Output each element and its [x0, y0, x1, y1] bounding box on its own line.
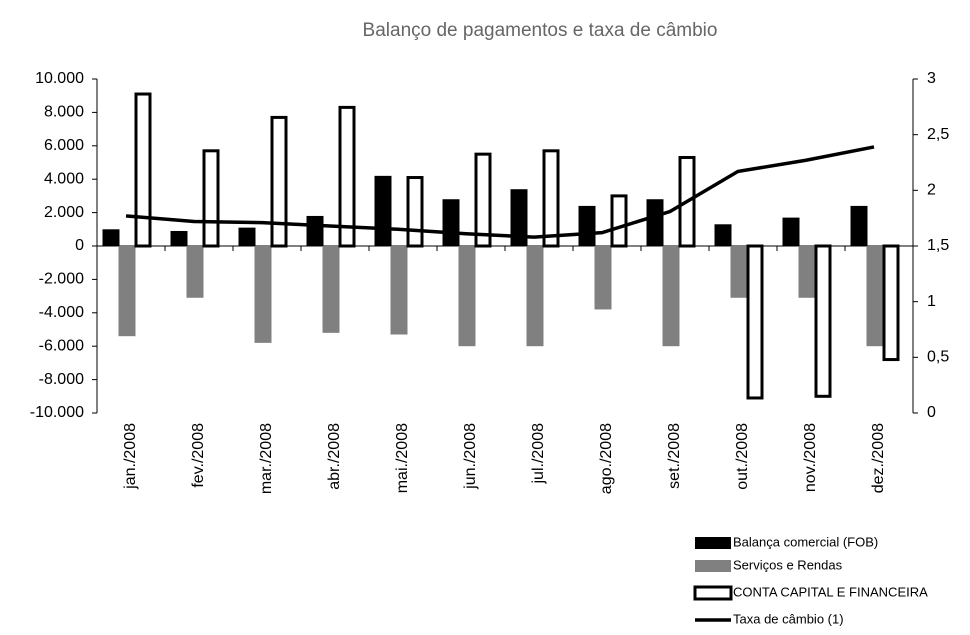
- y2-tick-label: 1: [927, 293, 936, 310]
- bar: [338, 105, 356, 248]
- bar: [866, 246, 884, 347]
- bar: [306, 215, 324, 246]
- bar: [270, 115, 288, 248]
- bar: [578, 205, 596, 246]
- bar: [170, 230, 188, 246]
- x-tick-label: jun./2008: [462, 423, 479, 490]
- bar: [730, 246, 748, 298]
- y-tick-label: -2.000: [39, 271, 84, 288]
- y2-tick-label: 2: [927, 182, 936, 199]
- bar: [322, 246, 340, 333]
- legend-swatch: [695, 537, 731, 549]
- bar: [238, 227, 256, 246]
- bar: [542, 149, 560, 248]
- x-tick-label: jul./2008: [530, 423, 547, 485]
- bar: [714, 224, 732, 246]
- bar: [458, 246, 476, 347]
- y-tick-label: -8.000: [39, 371, 84, 388]
- bar: [594, 246, 612, 310]
- y-tick-label: 0: [75, 237, 84, 254]
- y-tick-label: 10.000: [35, 70, 84, 87]
- bar: [406, 176, 424, 248]
- legend-label: Taxa de câmbio (1): [733, 611, 844, 626]
- y-tick-label: 6.000: [44, 137, 84, 154]
- bar: [814, 244, 832, 398]
- y-tick-label: 8.000: [44, 104, 84, 121]
- legend-swatch: [695, 560, 731, 572]
- x-tick-label: out./2008: [734, 423, 751, 490]
- bar: [782, 217, 800, 246]
- bar: [746, 244, 764, 400]
- bar: [850, 205, 868, 246]
- bar: [646, 199, 664, 246]
- legend-swatch: [693, 585, 733, 601]
- y2-tick-label: 0: [927, 404, 936, 421]
- y2-tick-label: 2,5: [927, 126, 949, 143]
- bar: [102, 229, 120, 246]
- bar: [610, 194, 628, 248]
- line: [125, 145, 875, 239]
- x-tick-label: set./2008: [666, 423, 683, 489]
- y-tick-label: -6.000: [39, 337, 84, 354]
- y2-tick-label: 3: [927, 70, 936, 87]
- legend-label: Balança comercial (FOB): [733, 534, 878, 549]
- bar: [254, 246, 272, 343]
- bar: [202, 149, 220, 248]
- bar: [442, 199, 460, 246]
- chart-title: Balanço de pagamentos e taxa de câmbio: [363, 20, 718, 41]
- bar: [798, 246, 816, 298]
- bar: [390, 246, 408, 335]
- bar: [374, 175, 392, 246]
- x-tick-label: dez./2008: [870, 423, 887, 493]
- y-tick-label: 2.000: [44, 204, 84, 221]
- legend-label: CONTA CAPITAL E FINANCEIRA: [733, 584, 928, 599]
- y-tick-label: -10.000: [30, 404, 84, 421]
- y-tick-label: 4.000: [44, 170, 84, 187]
- bar: [526, 246, 544, 347]
- y2-tick-label: 0,5: [927, 349, 949, 366]
- x-tick-label: fev./2008: [190, 423, 207, 488]
- x-tick-label: ago./2008: [598, 423, 615, 494]
- legend-label: Serviços e Rendas: [733, 557, 843, 572]
- bar: [134, 92, 152, 248]
- bar: [186, 246, 204, 298]
- x-tick-label: mar./2008: [258, 423, 275, 494]
- x-tick-label: mai./2008: [394, 423, 411, 493]
- y2-tick-label: 1,5: [927, 237, 949, 254]
- x-tick-label: abr./2008: [326, 423, 343, 490]
- bar: [474, 152, 492, 248]
- bar: [118, 246, 136, 337]
- y-tick-label: -4.000: [39, 304, 84, 321]
- bar: [662, 246, 680, 347]
- x-tick-label: jan./2008: [122, 423, 139, 490]
- bar: [882, 244, 900, 362]
- x-tick-label: nov./2008: [802, 423, 819, 492]
- bar: [510, 189, 528, 246]
